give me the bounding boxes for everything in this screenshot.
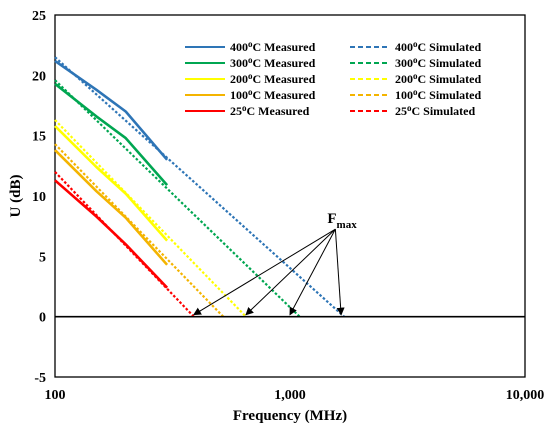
legend-temp: 100 (395, 88, 413, 102)
legend-label: 25oC Measured (230, 103, 310, 118)
legend-label: 25oC Simulated (395, 103, 476, 118)
legend-label: 300oC Simulated (395, 55, 482, 70)
y-tick-label: 20 (32, 69, 46, 84)
legend-suffix: C Simulated (418, 56, 482, 70)
legend-temp: 400 (230, 40, 248, 54)
series-line (54, 171, 195, 318)
y-axis-title: U (dB) (8, 175, 24, 218)
fmax-arrow (334, 229, 345, 316)
legend-temp: 200 (395, 72, 413, 86)
series-group (54, 56, 525, 318)
legend-suffix: C Measured (253, 56, 316, 70)
legend-temp: 100 (230, 88, 248, 102)
y-tick-label: 10 (32, 190, 46, 205)
fmax-arrow (289, 228, 336, 316)
y-tick-label: -5 (34, 371, 46, 386)
legend-degree-o: o (242, 103, 247, 113)
legend-label: 200oC Simulated (395, 71, 482, 86)
legend-degree-o: o (248, 71, 253, 81)
legend-degree-o: o (248, 87, 253, 97)
legend-degree-o: o (248, 55, 253, 65)
legend-suffix: C Simulated (418, 72, 482, 86)
fmax-main: F (327, 211, 336, 227)
legend-label: 100oC Simulated (395, 87, 482, 102)
y-tick-label: 15 (32, 130, 46, 145)
legend-suffix: C Measured (253, 72, 316, 86)
axis-ticks: 100 1,000 10,000 -5 0 5 10 15 20 25 (32, 9, 544, 403)
legend-suffix: C Simulated (418, 88, 482, 102)
y-tick-label: 5 (39, 250, 46, 265)
fmax-arrow (245, 228, 336, 316)
legend-temp: 400 (395, 40, 413, 54)
legend-degree-o: o (407, 103, 412, 113)
series-line (54, 143, 225, 318)
legend-degree-o: o (413, 39, 418, 49)
x-tick-label: 10,000 (506, 388, 545, 403)
x-axis-title: Frequency (MHz) (233, 408, 347, 424)
legend-suffix: C Measured (247, 104, 310, 118)
x-tick-label: 100 (45, 388, 66, 403)
legend-degree-o: o (413, 55, 418, 65)
legend-label: 400oC Measured (230, 39, 316, 54)
legend-suffix: C Simulated (418, 40, 482, 54)
series-line (54, 149, 169, 266)
legend-temp: 25 (395, 104, 407, 118)
legend-degree-o: o (413, 71, 418, 81)
legend-label: 300oC Measured (230, 55, 316, 70)
legend-suffix: C Simulated (412, 104, 476, 118)
series-line (54, 79, 301, 318)
series-line (54, 119, 247, 318)
plot-frame (54, 14, 526, 378)
legend-temp: 200 (230, 72, 248, 86)
fmax-label: Fmax (327, 211, 357, 231)
fmax-sub: max (337, 219, 358, 231)
legend-label: 100oC Measured (230, 87, 316, 102)
series-line (54, 125, 169, 242)
legend-temp: 300 (395, 56, 413, 70)
legend-label: 200oC Measured (230, 71, 316, 86)
legend-degree-o: o (248, 39, 253, 49)
fmax-annotation: Fmax (193, 211, 357, 316)
x-tick-label: 1,000 (274, 388, 306, 403)
y-tick-label: 25 (32, 9, 46, 24)
fmax-arrow (193, 228, 336, 316)
legend-degree-o: o (413, 87, 418, 97)
legend-label: 400oC Simulated (395, 39, 482, 54)
series-line (54, 179, 169, 289)
legend-temp: 300 (230, 56, 248, 70)
legend-suffix: C Measured (253, 88, 316, 102)
y-tick-label: 0 (39, 311, 46, 326)
series-line (54, 59, 169, 161)
series-line (54, 56, 345, 318)
legend-suffix: C Measured (253, 40, 316, 54)
legend-temp: 25 (230, 104, 242, 118)
